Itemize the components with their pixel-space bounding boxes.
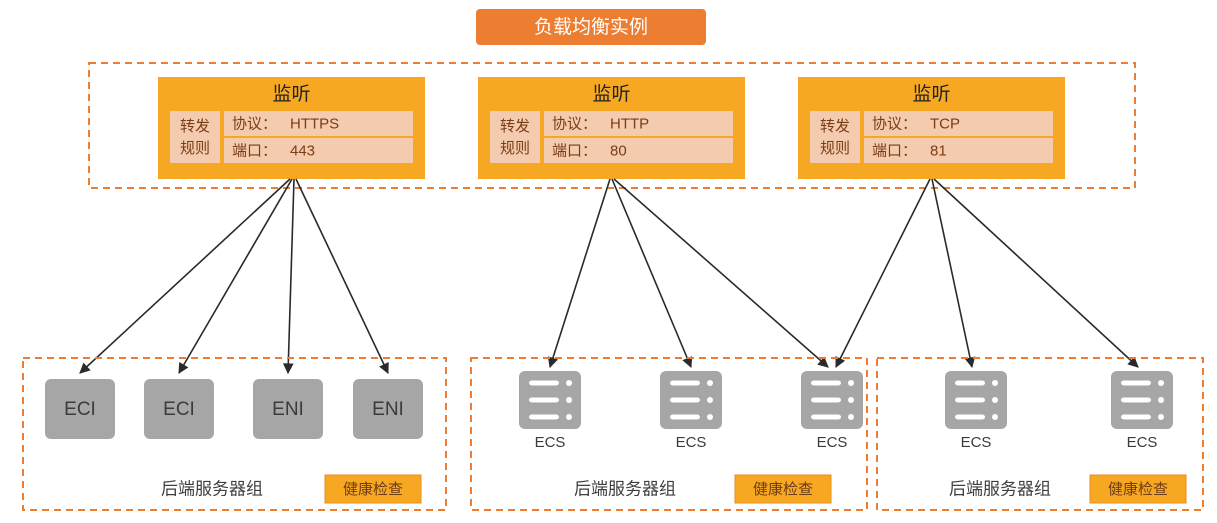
- listener-row-key: 协议：: [232, 115, 277, 132]
- forward-rule-label: 规则: [180, 140, 210, 157]
- forward-rule-label: 转发: [500, 118, 530, 135]
- listener-row-key: 协议：: [872, 115, 917, 132]
- node-label: ECI: [163, 399, 195, 420]
- listener-title: 监听: [592, 83, 630, 105]
- node-label: ECS: [676, 434, 707, 451]
- backend-group-label: 后端服务器组: [161, 479, 263, 498]
- listener-row-value: HTTPS: [290, 115, 339, 132]
- group-2-node-1: ECS: [660, 371, 722, 451]
- group-1: ECI ECI ENI ENI 后端服务器组 健康检查: [23, 358, 446, 510]
- arrow-1: [179, 179, 292, 373]
- forward-rule-label: 规则: [500, 140, 530, 157]
- group-1-node-2: ENI: [252, 378, 324, 440]
- backend-group-label: 后端服务器组: [949, 479, 1051, 498]
- group-3-node-1: ECS: [1111, 371, 1173, 451]
- arrow-8: [932, 179, 972, 367]
- listener-row-key: 端口：: [232, 142, 277, 159]
- node-label: ECS: [817, 434, 848, 451]
- node-label: ECS: [535, 434, 566, 451]
- node-label: ECS: [1127, 434, 1158, 451]
- arrow-7: [836, 179, 930, 367]
- listener-row-value: 443: [290, 142, 315, 159]
- group-3-node-0: ECS: [945, 371, 1007, 451]
- listener-row-key: 协议：: [552, 115, 597, 132]
- group-2-node-2: ECS: [801, 371, 863, 451]
- forward-rule-label: 规则: [820, 140, 850, 157]
- listener-row-key: 端口：: [872, 142, 917, 159]
- diagram-canvas: 负载均衡实例监听转发规则 协议： HTTPS 端口： 443 监听转发规则 协议： HTTP 端…: [0, 0, 1217, 523]
- group-3: ECS ECS 后端服务器组 健康检查: [877, 358, 1203, 510]
- forward-rule-label: 转发: [180, 118, 210, 135]
- arrow-5: [612, 179, 691, 367]
- backend-group-label: 后端服务器组: [574, 479, 676, 498]
- listener-row-value: HTTP: [610, 115, 649, 132]
- node-label: ECI: [64, 399, 96, 420]
- listener-row-value: TCP: [930, 115, 960, 132]
- group-2-node-0: ECS: [519, 371, 581, 451]
- listener-2: 监听转发规则 协议： HTTP 端口： 80: [478, 77, 745, 179]
- listener-row-key: 端口：: [552, 142, 597, 159]
- node-label: ECS: [961, 434, 992, 451]
- listener-title: 监听: [912, 83, 950, 105]
- arrow-4: [550, 179, 610, 367]
- node-label: ENI: [372, 399, 404, 420]
- arrow-0: [80, 179, 290, 373]
- health-check-label: 健康检查: [1108, 481, 1168, 498]
- listener-row-value: 80: [610, 142, 627, 159]
- group-1-node-0: ECI: [44, 378, 116, 440]
- listener-1: 监听转发规则 协议： HTTPS 端口： 443: [158, 77, 425, 179]
- listener-3: 监听转发规则 协议： TCP 端口： 81: [798, 77, 1065, 179]
- group-1-node-1: ECI: [143, 378, 215, 440]
- arrow-9: [934, 179, 1138, 367]
- arrow-6: [614, 179, 828, 367]
- group-1-node-3: ENI: [352, 378, 424, 440]
- instance-title-text: 负载均衡实例: [534, 16, 648, 38]
- health-check-label: 健康检查: [343, 481, 403, 498]
- listener-row-value: 81: [930, 142, 947, 159]
- arrow-2: [288, 179, 294, 373]
- health-check-label: 健康检查: [753, 481, 813, 498]
- group-2: ECS ECS ECS 后端服务器组 健康检查: [471, 358, 867, 510]
- forward-rule-label: 转发: [820, 118, 850, 135]
- arrow-3: [296, 179, 388, 373]
- node-label: ENI: [272, 399, 304, 420]
- listener-title: 监听: [272, 83, 310, 105]
